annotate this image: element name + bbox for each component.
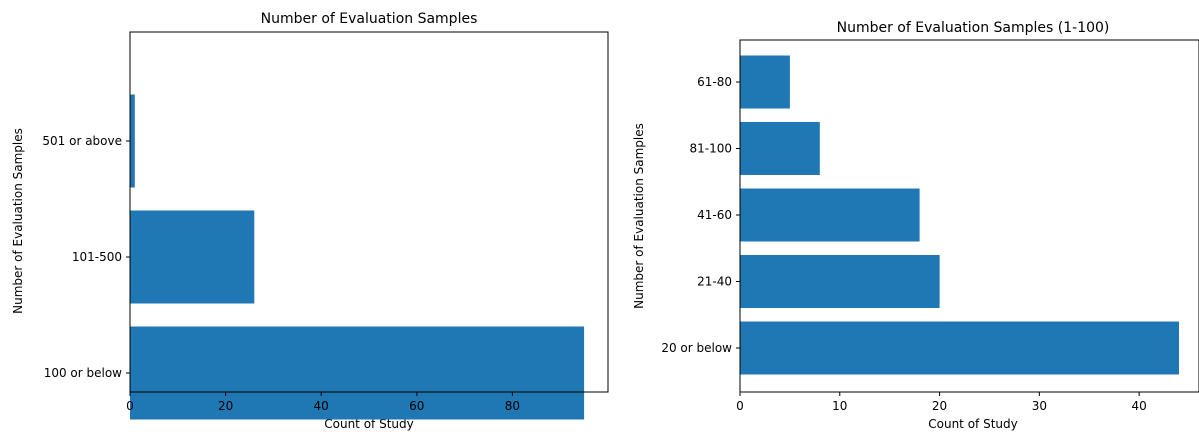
x-ticks: 0 20 40 60 80 (126, 392, 520, 413)
bar (130, 210, 255, 304)
bars-group (130, 94, 585, 420)
x-axis-label: Count of Study (324, 417, 413, 431)
y-tick-label: 81-100 (689, 142, 732, 156)
x-tick-label: 30 (1032, 399, 1047, 413)
y-tick-label: 20 or below (661, 341, 732, 355)
bar (740, 255, 940, 308)
chart-right: Number of Evaluation Samples (1-100) Cou… (632, 20, 1199, 431)
x-tick-label: 60 (409, 399, 424, 413)
plot-frame (739, 39, 1199, 393)
y-ticks: 100 or below 101-500 501 or above (42, 134, 130, 380)
x-tick-label: 40 (1131, 399, 1146, 413)
x-tick-label: 40 (314, 399, 329, 413)
bar (740, 188, 920, 242)
bars-group (740, 55, 1179, 375)
bar (130, 94, 135, 188)
y-tick-label: 101-500 (72, 250, 122, 264)
bar (740, 55, 790, 109)
y-tick-label: 21-40 (697, 275, 732, 289)
bar (740, 122, 820, 175)
x-axis-label: Count of Study (928, 417, 1017, 431)
x-ticks: 0 10 20 30 40 (736, 392, 1147, 413)
y-axis-label: Number of Evaluation Samples (632, 123, 646, 309)
chart-title: Number of Evaluation Samples (1-100) (837, 20, 1110, 36)
y-ticks: 20 or below 21-40 41-60 81-100 61-80 (661, 75, 740, 355)
bar (130, 326, 585, 420)
chart-title: Number of Evaluation Samples (261, 11, 478, 27)
y-axis-label: Number of Evaluation Samples (11, 128, 25, 314)
y-tick-label: 41-60 (697, 208, 732, 222)
y-tick-label: 100 or below (44, 366, 122, 380)
x-tick-label: 0 (736, 399, 744, 413)
x-tick-label: 0 (126, 399, 134, 413)
y-tick-label: 501 or above (42, 134, 122, 148)
bar (740, 321, 1179, 375)
x-tick-label: 20 (932, 399, 947, 413)
x-tick-label: 20 (218, 399, 233, 413)
chart-left: Number of Evaluation Samples Count of St… (11, 11, 609, 431)
x-tick-label: 80 (505, 399, 520, 413)
y-tick-label: 61-80 (697, 75, 732, 89)
plot-frame (129, 31, 609, 393)
x-tick-label: 10 (832, 399, 847, 413)
